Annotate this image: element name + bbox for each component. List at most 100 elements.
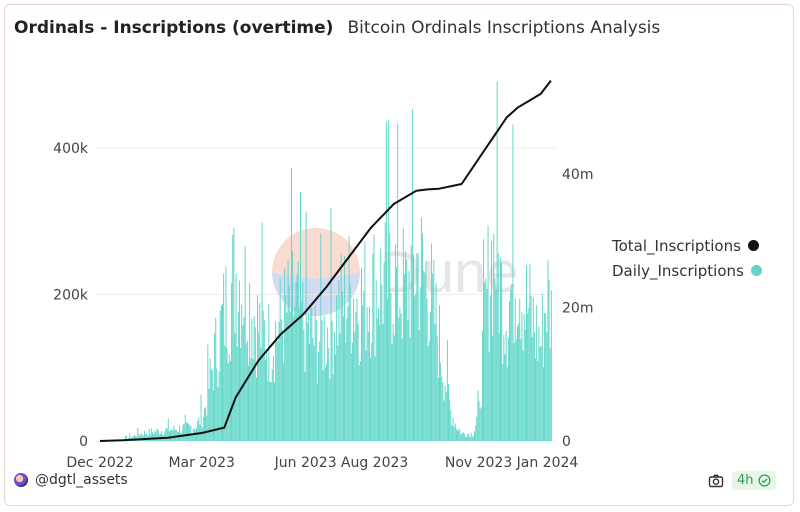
daily-bar <box>490 241 492 441</box>
daily-bar <box>423 270 425 441</box>
daily-bar <box>202 417 204 441</box>
daily-bar <box>314 305 316 441</box>
daily-bar <box>345 342 347 441</box>
daily-bar <box>301 302 303 441</box>
total-inscriptions-line <box>99 79 552 442</box>
daily-bar <box>509 301 511 441</box>
daily-bar <box>340 253 342 441</box>
daily-bar <box>519 298 521 441</box>
chart-title[interactable]: Ordinals - Inscriptions (overtime) <box>14 18 334 38</box>
daily-bar <box>138 434 140 441</box>
daily-bar <box>318 351 320 441</box>
daily-bar <box>197 421 199 441</box>
daily-bar <box>274 382 275 441</box>
daily-bar <box>132 435 134 441</box>
daily-bar <box>365 350 367 441</box>
daily-bar <box>416 253 418 441</box>
daily-bars <box>101 81 552 442</box>
y-left-tick-label: 0 <box>79 434 88 450</box>
daily-bar <box>330 207 332 441</box>
legend-item-daily[interactable]: Daily_Inscriptions <box>612 258 762 283</box>
daily-bar <box>507 338 509 441</box>
daily-bar <box>479 408 481 441</box>
daily-bar <box>295 282 297 441</box>
daily-bar <box>399 307 401 441</box>
footer-right: 4h <box>708 471 776 490</box>
daily-bar <box>523 314 525 441</box>
daily-bar <box>549 348 551 441</box>
daily-bar <box>235 273 237 441</box>
daily-bar <box>449 400 451 441</box>
daily-bar <box>173 425 175 441</box>
daily-bar <box>336 295 338 441</box>
y-axis-left: 0 200k 400k <box>53 141 89 450</box>
daily-bar <box>380 248 382 441</box>
daily-bar <box>164 431 166 441</box>
daily-bar <box>388 119 390 442</box>
daily-bar <box>537 360 539 441</box>
daily-bar <box>398 317 400 441</box>
y-right-tick-label: 0 <box>562 434 571 450</box>
camera-icon[interactable] <box>708 473 724 489</box>
daily-bar <box>477 390 479 441</box>
daily-bar <box>377 308 379 441</box>
daily-bar <box>452 418 454 441</box>
daily-bar <box>328 348 330 441</box>
daily-bar <box>341 291 343 441</box>
daily-bar <box>439 305 440 441</box>
daily-bar <box>275 321 277 441</box>
daily-bar <box>200 394 202 441</box>
daily-bar <box>495 289 497 441</box>
daily-bar <box>535 358 537 441</box>
legend-label-total: Total_Inscriptions <box>612 236 741 255</box>
daily-bar <box>264 359 266 441</box>
daily-bar <box>297 261 299 441</box>
daily-bar <box>401 338 403 441</box>
daily-bar <box>471 436 473 441</box>
daily-bar <box>251 319 253 441</box>
daily-bar <box>387 298 388 441</box>
daily-bar <box>366 307 368 441</box>
daily-bar <box>276 336 278 441</box>
daily-bar <box>323 316 325 441</box>
daily-bar <box>324 367 326 441</box>
daily-bar <box>463 433 465 441</box>
daily-bar <box>492 335 494 441</box>
daily-bar <box>502 364 504 441</box>
daily-bar <box>219 310 221 441</box>
daily-bar <box>433 259 435 441</box>
daily-bar <box>305 211 307 441</box>
daily-bar <box>437 377 439 441</box>
refresh-badge[interactable]: 4h <box>732 471 776 490</box>
author-link[interactable]: @dgtl_assets <box>35 472 128 488</box>
daily-bar <box>455 428 457 441</box>
daily-bar <box>514 298 516 441</box>
daily-bar <box>436 336 438 441</box>
daily-bar <box>515 339 517 441</box>
daily-bar <box>529 264 531 441</box>
daily-bar <box>464 436 466 441</box>
daily-bar <box>522 350 524 441</box>
avatar[interactable] <box>14 473 28 487</box>
legend-item-total[interactable]: Total_Inscriptions <box>612 233 762 258</box>
daily-bar <box>205 407 207 441</box>
daily-bar <box>530 295 532 441</box>
daily-bar <box>290 168 292 441</box>
daily-bar <box>531 336 533 441</box>
x-tick-label: Dec 2022 <box>66 455 133 471</box>
daily-bar <box>331 320 333 441</box>
daily-bar <box>124 436 126 441</box>
daily-bar <box>547 260 549 441</box>
daily-bar <box>320 233 322 441</box>
daily-bar <box>470 432 472 441</box>
daily-bar <box>313 345 315 441</box>
daily-bar <box>486 288 488 441</box>
daily-bar <box>271 369 273 441</box>
daily-bar <box>532 297 534 441</box>
daily-bar <box>150 428 152 441</box>
daily-bar <box>207 344 209 441</box>
daily-bar <box>440 362 442 441</box>
daily-bar <box>453 427 455 441</box>
daily-bar <box>434 324 436 441</box>
daily-bar <box>281 329 283 441</box>
